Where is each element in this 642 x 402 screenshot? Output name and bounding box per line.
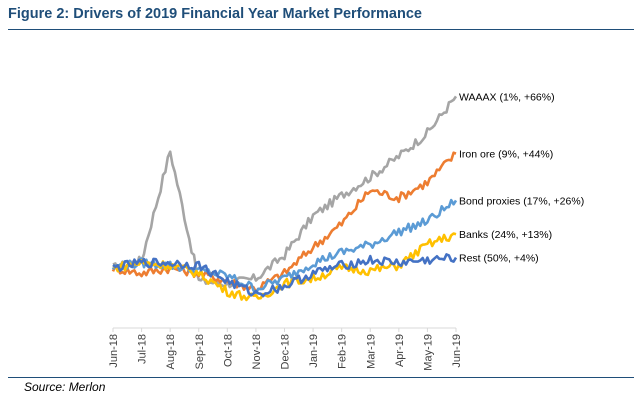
x-tick-label: Aug-18 <box>165 334 177 369</box>
x-axis: Jun-18 Jul-18 Aug-18 Sep-18 Oct-18 Nov-18 Dec-… <box>108 327 463 371</box>
x-tick-label: Apr-19 <box>394 334 406 367</box>
series-line <box>111 198 458 295</box>
figure-title: Figure 2: Drivers of 2019 Financial Year… <box>8 6 422 22</box>
x-tick-label: Sep-18 <box>194 334 206 369</box>
x-tick-label: Oct-18 <box>222 334 234 367</box>
series-label: Bond proxies (17%, +26%) <box>459 195 584 207</box>
source-rule <box>8 377 634 378</box>
series-label: WAAAX (1%, +66%) <box>459 91 555 103</box>
series-labels: WAAAX (1%, +66%) Iron ore (9%, +44%) Bond … <box>459 91 584 264</box>
source-note: Source: Merlon <box>24 380 106 394</box>
series-line <box>112 253 458 298</box>
x-tick-label: Feb-19 <box>337 334 349 369</box>
x-tick-label: May-19 <box>422 334 434 371</box>
x-tick-label: Jun-19 <box>451 334 463 368</box>
series-line <box>112 232 457 302</box>
series-lines <box>111 95 458 302</box>
x-tick-label: Jun-18 <box>108 334 120 368</box>
x-tick-label: Nov-18 <box>251 334 263 369</box>
x-tick-label: Mar-19 <box>365 334 377 369</box>
series-label: Rest (50%, +4%) <box>459 253 539 265</box>
series-label: Iron ore (9%, +44%) <box>459 149 553 161</box>
x-tick-label: Dec-18 <box>280 334 292 369</box>
series-label: Banks (24%, +13%) <box>459 229 552 241</box>
x-tick-label: Jul-18 <box>137 334 149 364</box>
x-tick-label: Jan-19 <box>308 334 320 368</box>
series-line <box>112 95 458 289</box>
title-rule <box>8 29 634 30</box>
